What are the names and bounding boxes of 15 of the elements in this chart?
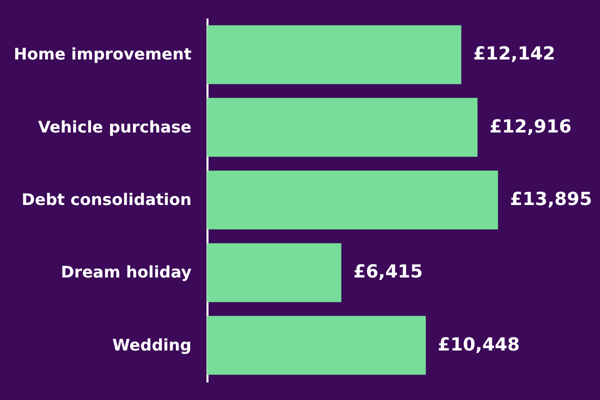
- data-label: £12,142: [473, 44, 556, 65]
- bar: [207, 98, 478, 157]
- y-tick-label: Debt consolidation: [22, 190, 192, 209]
- y-tick-label: Wedding: [112, 335, 192, 354]
- y-tick-label: Vehicle purchase: [38, 117, 192, 136]
- bar: [207, 243, 342, 302]
- bar: [207, 25, 462, 84]
- data-label: £10,448: [438, 334, 520, 356]
- y-tick-label: Dream holiday: [60, 262, 192, 282]
- bar: [207, 170, 498, 230]
- data-label: £13,895: [510, 189, 592, 210]
- data-label: £6,415: [353, 262, 423, 283]
- y-tick-label: Home improvement: [14, 44, 192, 64]
- bar: [207, 316, 426, 375]
- data-label: £12,916: [489, 116, 572, 138]
